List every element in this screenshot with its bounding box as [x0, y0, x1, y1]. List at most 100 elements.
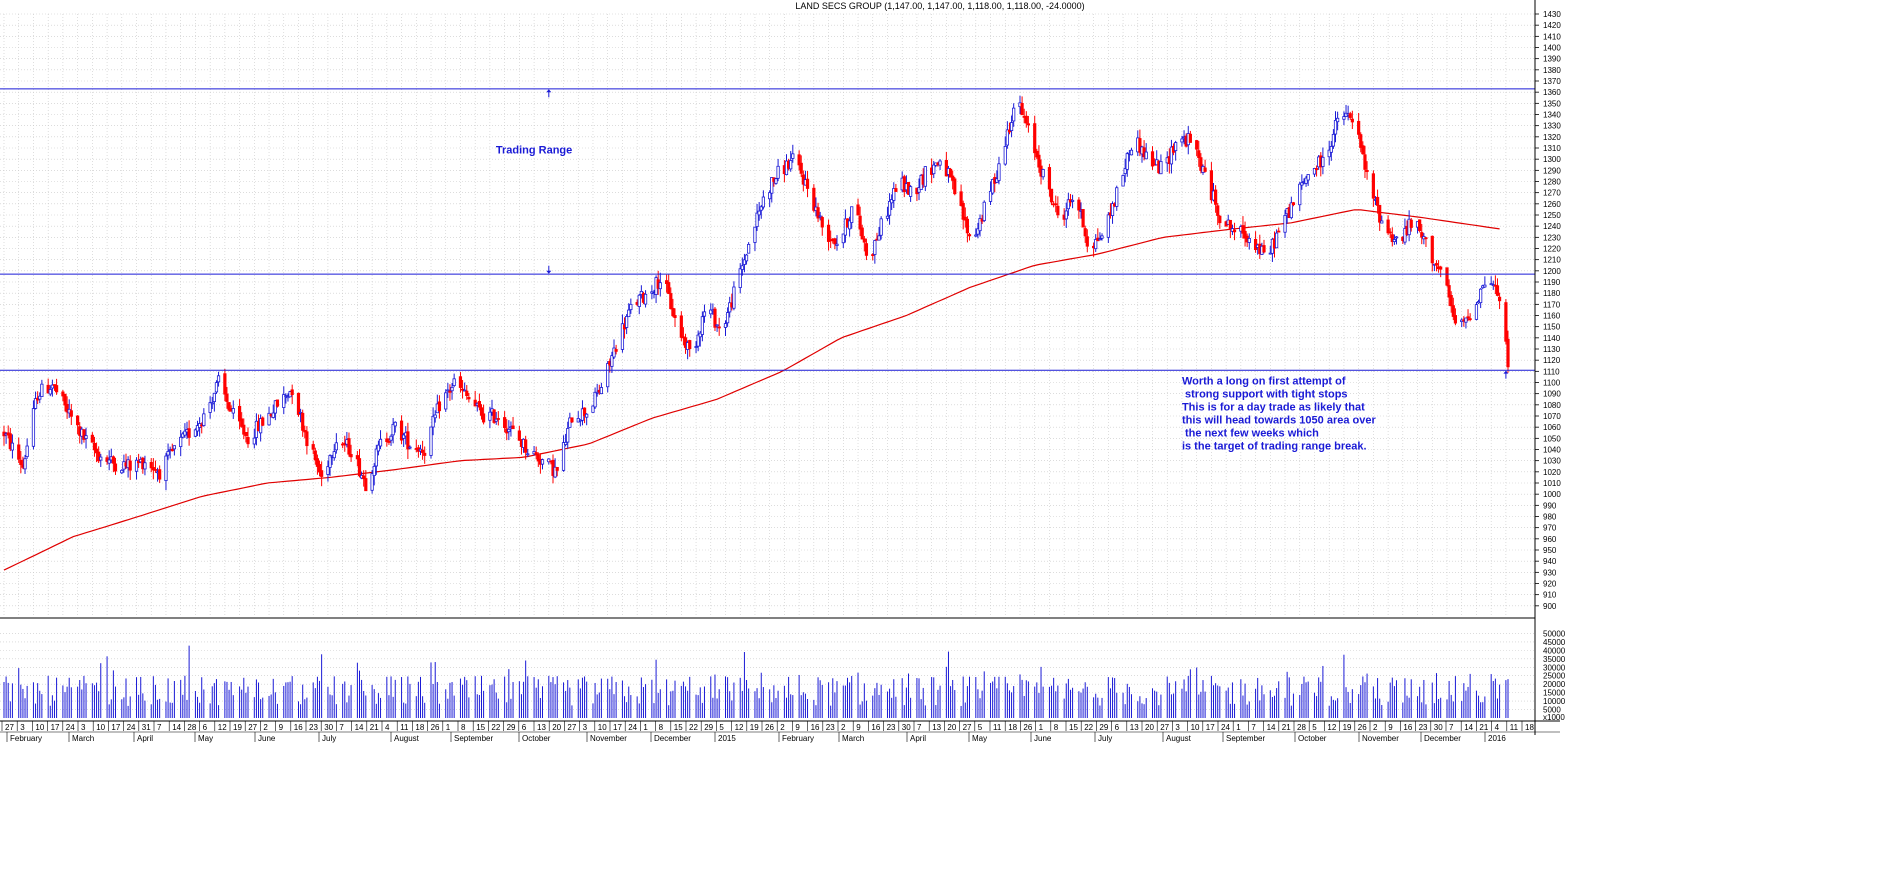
candle-body	[261, 417, 265, 426]
candle-body	[326, 466, 330, 475]
candle-body	[313, 450, 317, 461]
candle-body	[282, 394, 286, 408]
candle-body	[1357, 120, 1361, 135]
candle-body	[170, 448, 174, 452]
month-label: October	[1298, 734, 1327, 743]
candle-body	[210, 402, 214, 405]
candle-body	[938, 160, 942, 166]
candle-body	[1314, 168, 1319, 170]
date-tick-label: 24	[127, 723, 136, 732]
price-tick-label: 1420	[1543, 21, 1561, 30]
date-tick-label: 9	[856, 723, 861, 732]
candle-body	[953, 178, 957, 195]
candle-body	[860, 227, 864, 240]
candle-body	[1094, 239, 1098, 250]
candle-body	[637, 294, 641, 307]
candle-body	[848, 220, 852, 230]
date-tick-label: 2	[1373, 723, 1378, 732]
month-label: November	[590, 734, 627, 743]
month-label: December	[654, 734, 691, 743]
candle-body	[1033, 123, 1037, 154]
candle-body	[991, 179, 995, 194]
date-tick-label: 28	[1297, 723, 1306, 732]
candle-body	[1394, 236, 1399, 239]
candle-body	[799, 162, 803, 174]
candle-body	[841, 233, 845, 244]
price-tick-label: 920	[1543, 580, 1557, 589]
candle-body	[31, 408, 36, 447]
date-tick-label: 16	[294, 723, 303, 732]
candle-body	[357, 458, 362, 477]
candle-body	[858, 215, 862, 230]
candle-body	[492, 409, 496, 423]
candle-body	[1483, 284, 1487, 288]
candle-body	[267, 412, 271, 426]
candle-body	[1348, 113, 1352, 118]
price-tick-label: 1310	[1543, 144, 1561, 153]
candle-body	[273, 400, 277, 414]
candle-body	[591, 405, 595, 413]
date-tick-label: 7	[1251, 723, 1256, 732]
candle-body	[246, 437, 250, 445]
candle-body	[1388, 231, 1392, 234]
price-tick-label: 1080	[1543, 401, 1561, 410]
candle-body	[1115, 187, 1119, 207]
arrow-marker	[546, 89, 552, 98]
candle-body	[965, 218, 970, 234]
candle-body	[1298, 183, 1302, 206]
date-tick-label: 13	[932, 723, 941, 732]
price-tick-label: 1130	[1543, 345, 1561, 354]
price-tick-label: 1370	[1543, 77, 1561, 86]
date-tick-label: 27	[567, 723, 576, 732]
volume-tick-label: 20000	[1543, 680, 1566, 689]
candle-body	[1464, 317, 1468, 323]
candle-body	[1247, 238, 1251, 243]
candle-body	[770, 177, 774, 194]
price-tick-label: 1070	[1543, 412, 1561, 421]
candle-body	[1289, 202, 1293, 219]
candle-body	[54, 385, 59, 393]
candle-body	[759, 206, 763, 211]
candle-body	[1026, 123, 1031, 126]
candle-body	[437, 401, 442, 412]
candle-body	[740, 265, 744, 270]
candle-body	[1195, 140, 1199, 150]
candle-body	[1174, 142, 1178, 152]
candle-body	[38, 395, 42, 400]
candle-body	[540, 459, 545, 465]
candle-body	[1430, 235, 1434, 264]
date-tick-label: 14	[1267, 723, 1276, 732]
price-tick-label: 980	[1543, 513, 1557, 522]
volume-tick-label: 40000	[1543, 646, 1566, 655]
candle-body	[212, 392, 216, 403]
date-tick-label: 26	[765, 723, 774, 732]
candle-body	[1489, 283, 1493, 286]
candle-body	[679, 315, 683, 338]
date-tick-label: 16	[871, 723, 880, 732]
candle-body	[892, 188, 896, 201]
candle-body	[195, 425, 200, 432]
candle-body	[776, 165, 780, 179]
candle-body	[818, 215, 822, 218]
candle-body	[1106, 214, 1110, 238]
candle-body	[1306, 174, 1310, 181]
candle-body	[570, 417, 574, 423]
candle-body	[349, 454, 353, 458]
date-tick-label: 3	[20, 723, 25, 732]
date-tick-label: 29	[1099, 723, 1108, 732]
candle-body	[1336, 117, 1340, 123]
candle-body	[370, 473, 374, 491]
candle-body	[1331, 133, 1336, 147]
price-tick-label: 1410	[1543, 32, 1561, 41]
candle-body	[1129, 149, 1134, 156]
candle-body	[768, 192, 772, 200]
candle-body	[1445, 267, 1449, 286]
candle-body	[715, 324, 719, 327]
date-tick-label: 2	[263, 723, 268, 732]
date-tick-label: 21	[370, 723, 379, 732]
candle-body	[629, 303, 633, 311]
date-tick-label: 1	[1039, 723, 1044, 732]
candle-body	[890, 199, 894, 204]
date-tick-label: 14	[1464, 723, 1473, 732]
candle-body	[1203, 167, 1207, 172]
